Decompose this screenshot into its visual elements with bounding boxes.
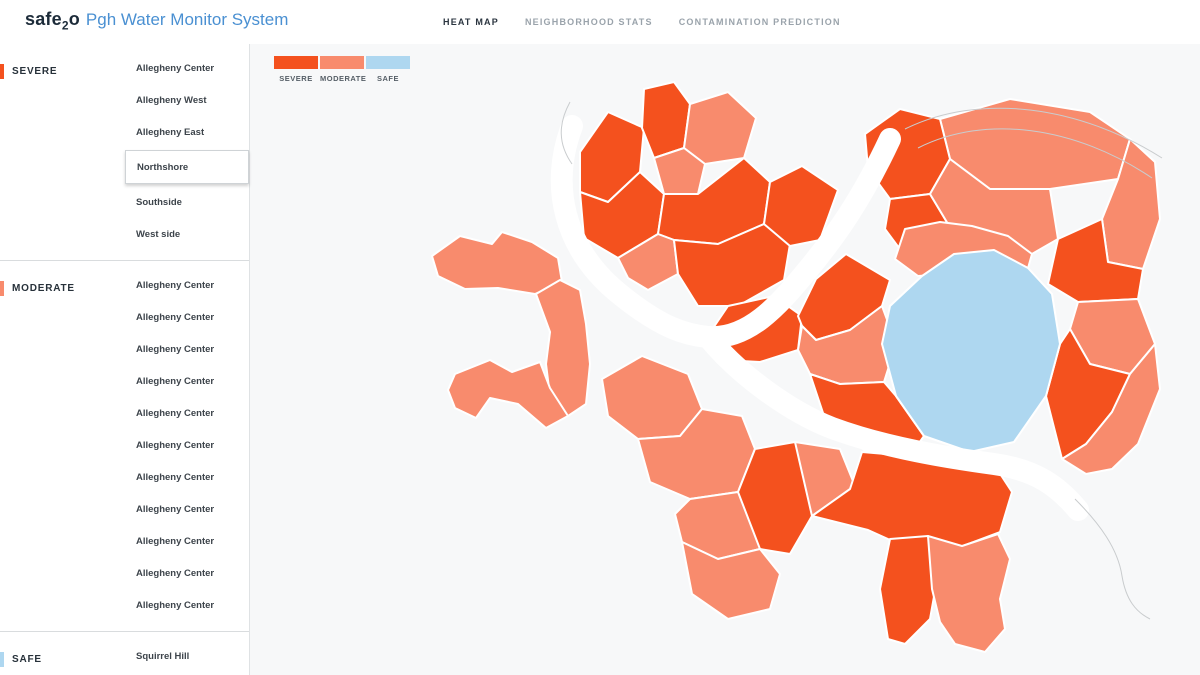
sidebar-item[interactable]: Allegheny Center [136, 472, 215, 483]
heat-map-panel: SEVERE MODERATE SAFE [250, 44, 1200, 675]
sidebar-item[interactable]: Allegheny Center [136, 504, 215, 515]
sidebar: SEVERE Allegheny Center Allegheny West A… [0, 44, 250, 675]
neighborhood-polygon[interactable] [653, 147, 706, 195]
sidebar-item[interactable]: West side [136, 229, 181, 240]
section-label-col: MODERATE [0, 269, 125, 621]
app-logo: safe2o Pgh Water Monitor System [25, 9, 288, 33]
legend-swatches [274, 56, 410, 69]
sidebar-item[interactable]: Allegheny Center [136, 536, 215, 547]
sidebar-item[interactable]: Allegheny East [136, 127, 205, 138]
sidebar-section-severe: SEVERE Allegheny Center Allegheny West A… [0, 44, 249, 261]
neighborhood-polygon[interactable] [763, 165, 839, 247]
river-outline-northeast [904, 107, 1163, 159]
legend-label-severe: SEVERE [279, 74, 313, 83]
main-nav: HEAT MAP NEIGHBORHOOD STATS CONTAMINATIO… [443, 17, 841, 27]
tab-neighborhood-stats[interactable]: NEIGHBORHOOD STATS [524, 17, 653, 27]
sidebar-item[interactable]: Allegheny Center [136, 344, 215, 355]
river-outline-northeast-2 [917, 128, 1153, 179]
river-monongahela [697, 326, 1089, 521]
legend-label-moderate: MODERATE [320, 74, 367, 83]
neighborhood-polygon[interactable] [1061, 343, 1161, 475]
neighborhood-polygon-safe[interactable] [881, 249, 1061, 453]
section-label-safe: SAFE [0, 652, 42, 667]
page-title: Pgh Water Monitor System [85, 10, 289, 29]
city-map [431, 81, 1163, 653]
legend-labels: SEVERE MODERATE SAFE [274, 74, 410, 83]
sidebar-section-safe: SAFE Squirrel Hill Shadyside [0, 632, 249, 675]
sidebar-item[interactable]: Allegheny West [136, 95, 207, 106]
legend-swatch-severe [274, 56, 318, 69]
sidebar-section-moderate: MODERATE Allegheny Center Allegheny Cent… [0, 261, 249, 632]
sidebar-item[interactable]: Allegheny Center [136, 63, 215, 74]
neighborhood-polygon[interactable] [683, 91, 757, 165]
legend-swatch-safe [366, 56, 410, 69]
sidebar-item[interactable]: Southside [136, 197, 182, 208]
header: safe2o Pgh Water Monitor System HEAT MAP … [0, 0, 1200, 44]
sidebar-item[interactable]: Allegheny Center [136, 376, 215, 387]
sidebar-item[interactable]: Allegheny Center [136, 408, 215, 419]
section-label-col: SAFE [0, 640, 125, 675]
neighborhood-polygon[interactable] [431, 231, 563, 295]
legend-label-safe: SAFE [376, 74, 399, 83]
neighborhood-polygon[interactable] [641, 81, 691, 159]
section-label-col: SEVERE [0, 52, 125, 250]
map-legend: SEVERE MODERATE SAFE [274, 56, 410, 83]
neighborhood-polygon[interactable] [681, 541, 781, 620]
tab-heat-map[interactable]: HEAT MAP [443, 17, 499, 27]
neighborhood-polygon[interactable] [535, 279, 591, 417]
sidebar-item[interactable]: Allegheny Center [136, 600, 215, 611]
sidebar-item[interactable]: Allegheny Center [136, 312, 215, 323]
legend-swatch-moderate [320, 56, 364, 69]
neighborhood-polygon[interactable] [447, 359, 569, 429]
section-items: Allegheny Center Allegheny West Alleghen… [125, 52, 249, 250]
brand-name: safe2o [25, 9, 80, 33]
neighborhood-polygon[interactable] [1047, 218, 1144, 303]
section-items: Squirrel Hill Shadyside [125, 640, 249, 675]
river-outline-southeast [1074, 498, 1151, 620]
neighborhood-polygon[interactable] [737, 441, 813, 555]
sidebar-item[interactable]: Squirrel Hill [136, 651, 190, 662]
sidebar-item[interactable]: Allegheny Center [136, 440, 215, 451]
sidebar-item-selected[interactable]: Northshore [125, 150, 249, 184]
sidebar-item[interactable]: Allegheny Center [136, 568, 215, 579]
section-label-severe: SEVERE [0, 64, 57, 79]
sidebar-item[interactable]: Allegheny Center [136, 280, 215, 291]
section-label-moderate: MODERATE [0, 281, 75, 296]
river-outline-northwest [560, 101, 573, 165]
neighborhood-polygon[interactable] [927, 533, 1011, 653]
tab-contamination-prediction[interactable]: CONTAMINATION PREDICTION [678, 17, 841, 27]
section-items: Allegheny Center Allegheny Center Allegh… [125, 269, 249, 621]
